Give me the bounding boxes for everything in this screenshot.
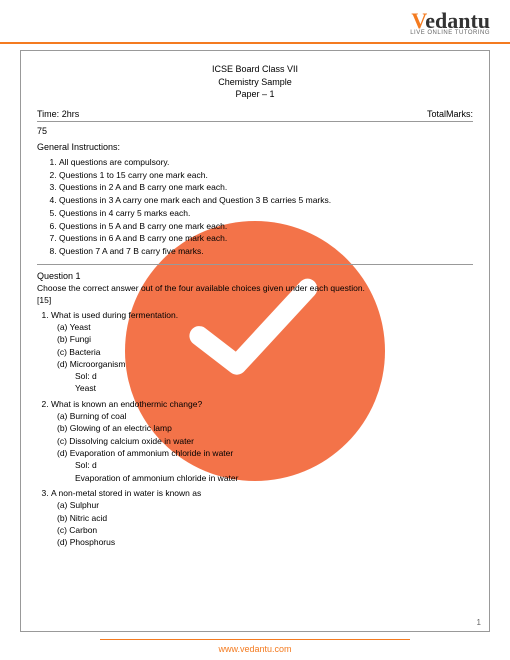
gi-list: All questions are compulsory. Questions …	[37, 156, 473, 258]
brand-tagline: LIVE ONLINE TUTORING	[410, 30, 490, 36]
gi-item: Questions 1 to 15 carry one mark each.	[59, 169, 473, 182]
gi-item: All questions are compulsory.	[59, 156, 473, 169]
option: (d) Evaporation of ammonium chloride in …	[57, 447, 473, 459]
header-line2: Chemistry Sample	[37, 76, 473, 89]
gi-item: Questions in 3 A carry one mark each and…	[59, 194, 473, 207]
option: (c) Dissolving calcium oxide in water	[57, 435, 473, 447]
option: (d) Phosphorus	[57, 536, 473, 548]
options: (a) Yeast (b) Fungi (c) Bacteria (d) Mic…	[51, 321, 473, 395]
option: (b) Glowing of an electric lamp	[57, 422, 473, 434]
gi-item: Question 7 A and 7 B carry five marks.	[59, 245, 473, 258]
page-number: 1	[477, 618, 481, 627]
meta-row: Time: 2hrs TotalMarks:	[37, 109, 473, 119]
question: What is known an endothermic change? (a)…	[51, 398, 473, 484]
solution: Sol: d	[57, 370, 473, 382]
option: (c) Carbon	[57, 524, 473, 536]
header-line3: Paper – 1	[37, 88, 473, 101]
option: (b) Nitric acid	[57, 512, 473, 524]
question-list: What is used during fermentation. (a) Ye…	[37, 309, 473, 549]
page-content: ICSE Board Class VII Chemistry Sample Pa…	[37, 63, 473, 549]
options: (a) Sulphur (b) Nitric acid (c) Carbon (…	[51, 499, 473, 548]
gi-item: Questions in 5 A and B carry one mark ea…	[59, 220, 473, 233]
divider	[37, 264, 473, 265]
gi-item: Questions in 6 A and B carry one mark ea…	[59, 232, 473, 245]
options: (a) Burning of coal (b) Glowing of an el…	[51, 410, 473, 484]
option: (a) Sulphur	[57, 499, 473, 511]
header-line1: ICSE Board Class VII	[37, 63, 473, 76]
paper-header: ICSE Board Class VII Chemistry Sample Pa…	[37, 63, 473, 101]
q1-title: Question 1	[37, 271, 473, 281]
footer-rule	[100, 639, 410, 640]
divider	[37, 121, 473, 122]
top-bar	[0, 42, 510, 44]
footer-url: www.vedantu.com	[0, 644, 510, 654]
answer: Yeast	[57, 382, 473, 394]
page-frame: ICSE Board Class VII Chemistry Sample Pa…	[20, 50, 490, 632]
option: (a) Burning of coal	[57, 410, 473, 422]
question: What is used during fermentation. (a) Ye…	[51, 309, 473, 395]
option: (b) Fungi	[57, 333, 473, 345]
time: Time: 2hrs	[37, 109, 79, 119]
marks-value: 75	[37, 126, 473, 136]
option: (d) Microorganism	[57, 358, 473, 370]
question: A non-metal stored in water is known as …	[51, 487, 473, 549]
gi-title: General Instructions:	[37, 142, 473, 152]
option: (c) Bacteria	[57, 346, 473, 358]
gi-item: Questions in 4 carry 5 marks each.	[59, 207, 473, 220]
solution: Sol: d	[57, 459, 473, 471]
q1-instruction: Choose the correct answer out of the fou…	[37, 283, 473, 307]
total-marks-label: TotalMarks:	[427, 109, 473, 119]
answer: Evaporation of ammonium chloride in wate…	[57, 472, 473, 484]
gi-item: Questions in 2 A and B carry one mark ea…	[59, 181, 473, 194]
option: (a) Yeast	[57, 321, 473, 333]
